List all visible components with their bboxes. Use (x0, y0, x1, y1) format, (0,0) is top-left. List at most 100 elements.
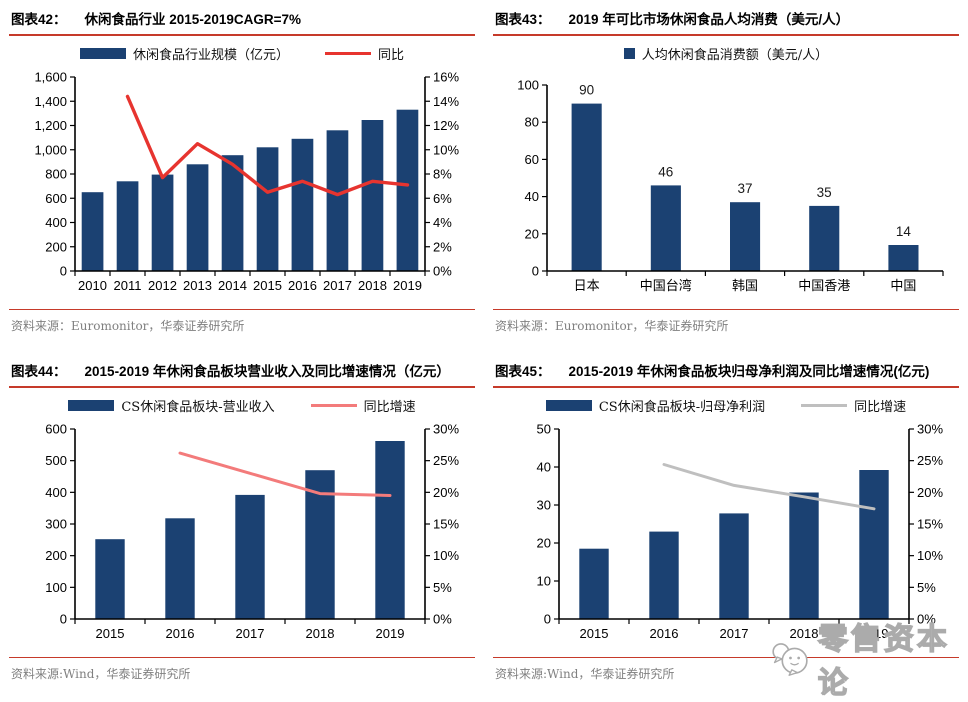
secondary-y-axis-tick-label: 0% (433, 612, 452, 627)
x-axis-label: 2015 (96, 626, 125, 641)
legend-label: CS休闲食品板块-归母净利润 (598, 399, 766, 415)
legend-item: 休闲食品行业规模（亿元） (79, 44, 289, 63)
legend-bar-marker-icon (68, 399, 115, 411)
source-row: 资料来源：Euromonitor，华泰证券研究所 (9, 309, 475, 334)
legend-bar-marker-icon (79, 47, 126, 59)
legend-item: CS休闲食品板块-营业收入 (68, 396, 275, 415)
y-axis-tick-label: 400 (45, 485, 67, 500)
bar (888, 245, 919, 271)
y-axis-tick-label: 100 (45, 580, 67, 595)
legend-line-marker-icon (310, 403, 357, 407)
source-row: 资料来源:Wind，华泰证券研究所 (9, 657, 475, 682)
y-axis-tick-label: 1,400 (34, 94, 67, 109)
secondary-y-axis-tick-label: 4% (433, 215, 452, 230)
x-axis-label: 2016 (166, 626, 195, 641)
secondary-y-axis-tick-label: 30% (433, 422, 459, 437)
y-axis-tick-label: 80 (525, 115, 539, 130)
bar (375, 441, 405, 619)
chart-canvas: 0 100 200 300 400 500 600 0% 5% 10% 15% 20% 25% 30% 20… (45, 422, 459, 642)
legend-item: CS休闲食品板块-归母净利润 (545, 396, 766, 415)
y-axis-tick-label: 1,200 (34, 118, 67, 133)
y-axis-tick-label: 100 (517, 78, 539, 93)
x-axis-label: 2019 (860, 626, 889, 641)
x-axis-label: 2015 (580, 626, 609, 641)
figure-title: 2019 年可比市场休闲食品人均消费（美元/人） (568, 12, 850, 27)
secondary-y-axis-tick-label: 0% (917, 612, 936, 627)
secondary-y-axis-tick-label: 16% (433, 70, 459, 85)
y-axis-tick-label: 20 (525, 226, 539, 241)
secondary-y-axis-tick-label: 10% (917, 548, 943, 563)
x-axis-label: 中国香港 (798, 278, 850, 293)
trend-line (125, 94, 410, 197)
trend-line (662, 463, 876, 511)
secondary-y-axis-tick-label: 5% (433, 580, 452, 595)
x-axis-label: 中国台湾 (640, 278, 692, 293)
secondary-y-axis-tick-label: 12% (433, 118, 459, 133)
x-axis-label: 韩国 (732, 278, 758, 293)
secondary-y-axis-tick-label: 15% (433, 517, 459, 532)
x-axis-label: 2019 (393, 278, 422, 293)
x-axis-label: 2019 (376, 626, 405, 641)
bar (186, 164, 209, 271)
y-axis-tick-label: 200 (45, 239, 67, 254)
y-axis-tick-label: 200 (45, 548, 67, 563)
secondary-y-axis-tick-label: 6% (433, 191, 452, 206)
bar (151, 174, 174, 271)
y-axis-tick-label: 60 (525, 152, 539, 167)
y-axis-tick-label: 0 (532, 264, 539, 279)
figure-44: 图表44： 2015-2019 年休闲食品板块营业收入及同比增速情况（亿元） CS休… (0, 352, 484, 690)
y-axis-tick-label: 0 (544, 612, 551, 627)
legend-label: 同比增速 (854, 399, 907, 415)
x-axis-label: 2016 (288, 278, 317, 293)
bar (95, 539, 125, 619)
bar (396, 109, 419, 271)
y-axis-tick-label: 10 (537, 574, 551, 589)
y-axis-tick-label: 0 (60, 612, 67, 627)
bar (809, 205, 840, 271)
x-axis-label: 2017 (236, 626, 265, 641)
secondary-y-axis-tick-label: 25% (433, 453, 459, 468)
legend-item: 同比增速 (801, 396, 906, 415)
chart-legend: CS休闲食品板块-归母净利润 同比增速 (493, 396, 959, 415)
figure-42: 图表42： 休闲食品行业 2015-2019CAGR=7% 休闲食品行业规模（亿元）… (0, 0, 484, 352)
figure-header: 图表43： 2019 年可比市场休闲食品人均消费（美元/人） (493, 0, 959, 36)
x-axis-label: 中国 (890, 278, 916, 293)
y-axis-tick-label: 0 (60, 264, 67, 279)
x-axis-label: 2018 (358, 278, 387, 293)
secondary-y-axis-tick-label: 5% (917, 580, 936, 595)
secondary-y-axis-tick-label: 14% (433, 94, 459, 109)
bar (81, 192, 104, 271)
y-axis-tick-label: 40 (537, 460, 551, 475)
y-axis-tick-label: 300 (45, 517, 67, 532)
y-axis-tick-label: 30 (537, 498, 551, 513)
figure-45: 图表45： 2015-2019 年休闲食品板块归母净利润及同比增速情况(亿元) CS… (484, 352, 968, 690)
x-axis-label: 2017 (323, 278, 352, 293)
chart-canvas: 0 200 400 600 800 1,000 1,200 1,400 1,600 0% 2% 4% 6… (34, 70, 459, 294)
bar (649, 531, 679, 619)
x-axis-label: 2017 (720, 626, 749, 641)
secondary-y-axis-tick-label: 8% (433, 167, 452, 182)
legend-line-marker-icon (801, 403, 848, 407)
x-axis-label: 2018 (306, 626, 335, 641)
trend-line (178, 451, 392, 497)
y-axis-tick-label: 1,000 (34, 142, 67, 157)
bar (859, 470, 889, 619)
bar-value-label: 90 (579, 83, 594, 98)
chart-legend: 人均休闲食品消费额（美元/人） (493, 44, 959, 63)
x-axis-label: 2014 (218, 278, 247, 293)
legend-label: CS休闲食品板块-营业收入 (121, 399, 275, 415)
bar (571, 103, 602, 271)
bar-value-label: 46 (658, 164, 673, 179)
source-text: 资料来源：Euromonitor，华泰证券研究所 (495, 319, 729, 333)
figure-title: 休闲食品行业 2015-2019CAGR=7% (84, 12, 301, 27)
y-axis-tick-label: 800 (45, 167, 67, 182)
secondary-y-axis-tick-label: 15% (917, 517, 943, 532)
legend-item: 同比增速 (310, 396, 416, 415)
source-row: 资料来源：Euromonitor，华泰证券研究所 (493, 309, 959, 334)
legend-line-marker-icon (325, 51, 371, 55)
figure-title: 2015-2019 年休闲食品板块营业收入及同比增速情况（亿元） (84, 364, 450, 379)
figure-label: 图表42： (11, 12, 67, 27)
x-axis-label: 2010 (78, 278, 107, 293)
y-axis-tick-label: 600 (45, 422, 67, 437)
legend-label: 休闲食品行业规模（亿元） (132, 47, 289, 63)
